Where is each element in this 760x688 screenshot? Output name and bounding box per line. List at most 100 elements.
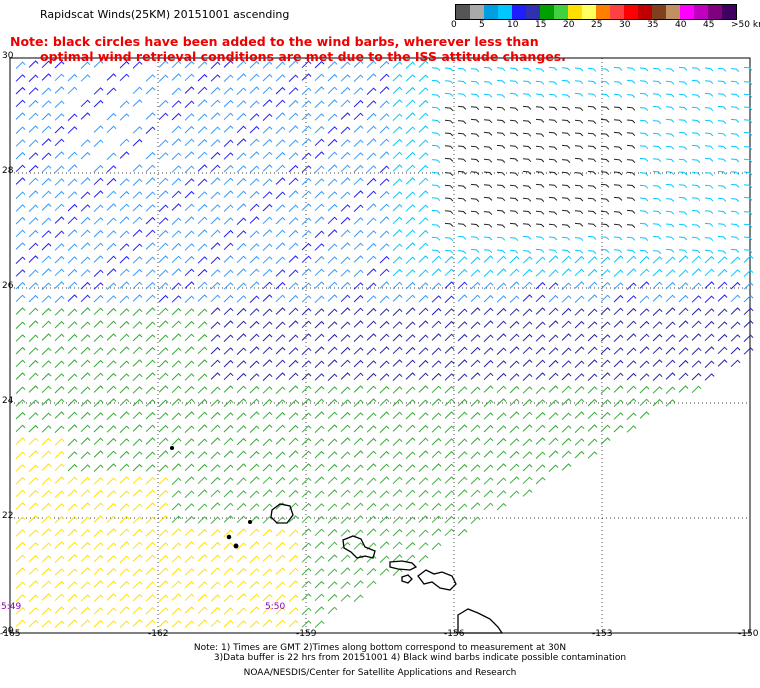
wind-barb xyxy=(249,255,260,264)
wind-barb xyxy=(548,412,559,420)
wind-barb xyxy=(665,294,676,303)
wind-barb xyxy=(470,281,481,290)
wind-barb xyxy=(314,555,325,563)
wind-barb xyxy=(639,172,649,176)
wind-barb xyxy=(327,333,338,342)
wind-barb xyxy=(262,216,273,225)
wind-barb xyxy=(561,249,571,254)
wind-barb xyxy=(379,178,390,186)
wind-barb xyxy=(15,229,26,238)
wind-barb xyxy=(301,60,312,69)
wind-barb xyxy=(132,489,143,497)
wind-barb xyxy=(249,243,260,251)
wind-barb xyxy=(366,60,377,69)
wind-barb xyxy=(275,229,286,238)
wind-barb xyxy=(314,281,325,289)
wind-barb xyxy=(210,151,221,160)
wind-barb xyxy=(15,372,26,380)
wind-barb xyxy=(314,73,325,82)
wind-barb xyxy=(392,463,403,472)
wind-barb xyxy=(405,281,416,290)
wind-barb xyxy=(327,151,338,160)
wind-barb xyxy=(600,372,611,380)
wind-barb xyxy=(80,74,91,82)
wind-barb xyxy=(197,151,208,160)
wind-barb xyxy=(457,489,468,497)
wind-barb xyxy=(301,190,312,199)
wind-barb xyxy=(496,502,507,511)
wind-barb xyxy=(275,334,286,342)
wind-barb xyxy=(639,281,650,289)
wind-barb xyxy=(574,268,585,277)
wind-barb xyxy=(93,255,104,263)
wind-barb xyxy=(119,243,130,251)
wind-barb xyxy=(288,87,299,95)
wind-barb xyxy=(626,320,637,329)
wind-barb xyxy=(691,249,701,254)
wind-barb xyxy=(522,256,533,264)
wind-barb xyxy=(132,568,143,576)
wind-barb xyxy=(639,184,649,189)
wind-barb xyxy=(548,106,558,111)
wind-barb xyxy=(626,144,636,149)
wind-barb xyxy=(548,399,559,407)
wind-barb xyxy=(314,398,325,407)
wind-barb xyxy=(431,542,442,550)
wind-barb xyxy=(106,425,117,433)
wind-barb xyxy=(15,554,26,563)
wind-barb xyxy=(197,581,208,589)
wind-barb xyxy=(145,334,156,342)
wind-barb xyxy=(54,346,65,354)
wind-barb xyxy=(392,554,403,562)
wind-barb xyxy=(327,398,338,407)
wind-barb xyxy=(80,204,91,212)
wind-barb xyxy=(405,256,416,264)
wind-barb xyxy=(392,398,403,407)
wind-barb xyxy=(171,607,182,615)
wind-barb xyxy=(743,119,753,124)
wind-barb xyxy=(145,424,156,433)
wind-barb xyxy=(392,568,403,576)
wind-barb xyxy=(301,490,312,498)
wind-barb xyxy=(444,490,455,498)
wind-barb xyxy=(301,412,312,420)
wind-barb xyxy=(223,204,234,212)
wind-barb xyxy=(210,61,221,69)
wind-barb xyxy=(639,398,650,407)
wind-barb xyxy=(210,567,221,575)
wind-barb xyxy=(132,451,143,459)
wind-barb xyxy=(431,236,441,241)
wind-barb xyxy=(392,229,403,237)
wind-barb xyxy=(67,151,78,160)
wind-barb xyxy=(132,216,143,225)
wind-barb xyxy=(275,529,286,537)
wind-barb xyxy=(574,281,585,289)
wind-barb xyxy=(431,224,441,228)
wind-barb xyxy=(301,203,312,211)
wind-barb xyxy=(314,165,325,173)
wind-barb xyxy=(405,112,416,120)
wind-barb xyxy=(431,106,441,111)
wind-barb xyxy=(548,320,559,328)
wind-barb xyxy=(379,463,390,472)
wind-barb xyxy=(54,568,65,576)
wind-barb xyxy=(587,281,598,290)
wind-barb xyxy=(444,255,455,264)
wind-barb xyxy=(392,438,403,446)
legend-swatch xyxy=(694,5,708,19)
wind-barb xyxy=(15,204,26,212)
wind-barb xyxy=(522,120,532,124)
wind-barb xyxy=(132,126,143,134)
wind-barb xyxy=(613,359,624,368)
wind-barb xyxy=(509,80,519,85)
wind-barb xyxy=(366,152,377,160)
wind-barb xyxy=(444,346,455,354)
wind-barb xyxy=(587,250,597,254)
wind-barb xyxy=(210,516,221,524)
wind-barb xyxy=(15,606,26,615)
wind-barb xyxy=(392,424,403,432)
wind-barb xyxy=(730,321,741,329)
wind-barb xyxy=(418,320,429,328)
wind-barb xyxy=(431,502,442,511)
wind-barb xyxy=(340,359,351,368)
